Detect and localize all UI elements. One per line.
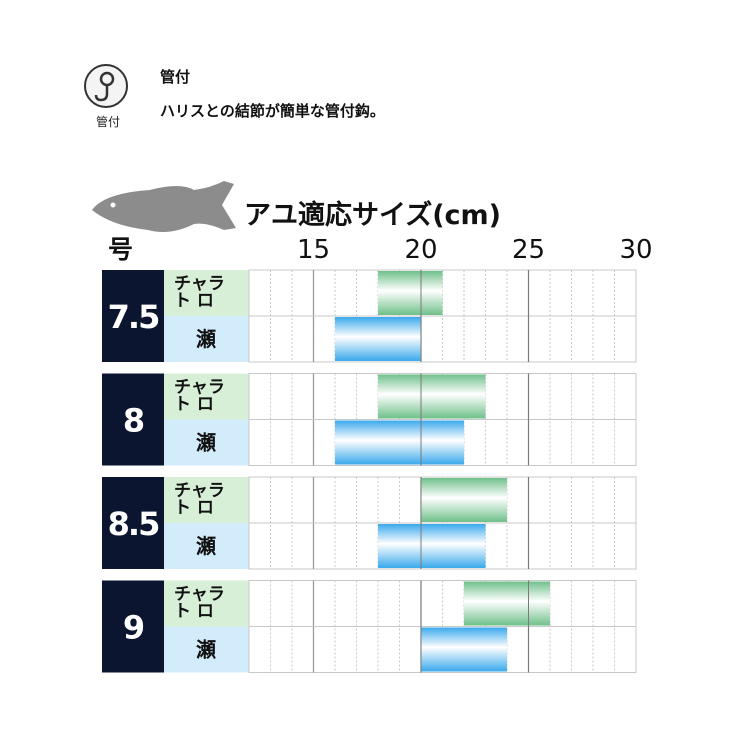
chara-label: チャラト ロ	[174, 585, 225, 622]
se-bar	[421, 627, 507, 672]
chara-cell	[164, 477, 249, 523]
se-cell	[164, 316, 249, 362]
hook-eye-icon	[84, 64, 128, 108]
se-label: 瀬	[196, 534, 216, 558]
se-cell	[164, 626, 249, 673]
size-row: 7.5 チャラト ロ瀬	[102, 269, 637, 363]
chara-bar	[378, 271, 443, 315]
size-cell	[102, 373, 164, 466]
x-tick-label: 20	[404, 235, 437, 265]
se-label: 瀬	[196, 638, 216, 662]
header-description: ハリスとの結節が簡単な管付鈎。	[160, 102, 385, 120]
fish-icon	[92, 181, 236, 232]
tag-label: 管付	[95, 115, 120, 129]
se-bar	[335, 317, 421, 361]
se-cell	[164, 523, 249, 569]
size-cell	[102, 477, 164, 569]
size-row: 8.5 チャラト ロ瀬	[102, 476, 637, 570]
chara-bar	[464, 581, 550, 626]
chara-bar	[421, 478, 507, 522]
size-label: 9	[123, 609, 144, 647]
se-bar	[378, 524, 486, 568]
size-label: 8	[123, 402, 144, 440]
se-label: 瀬	[196, 327, 216, 351]
chara-cell	[164, 580, 249, 627]
chart-title: アユ適応サイズ(cm)	[244, 199, 501, 231]
x-tick-label: 25	[512, 235, 545, 265]
x-tick-label: 15	[297, 235, 330, 265]
se-cell	[164, 419, 249, 466]
size-row: 9 チャラト ロ瀬	[102, 580, 637, 673]
se-label: 瀬	[196, 431, 216, 455]
y-axis-label: 号	[108, 235, 133, 264]
se-bar	[335, 420, 464, 465]
chara-label: チャラト ロ	[174, 481, 225, 518]
size-cell	[102, 270, 164, 362]
size-cell	[102, 580, 164, 673]
chara-bar	[378, 374, 486, 419]
size-row: 8 チャラト ロ瀬	[102, 373, 637, 466]
header-title: 管付	[160, 68, 191, 86]
chara-label: チャラト ロ	[174, 378, 225, 415]
chara-cell	[164, 373, 249, 420]
size-label: 8.5	[108, 505, 159, 543]
chara-label: チャラト ロ	[174, 274, 225, 311]
x-tick-label: 30	[619, 235, 652, 265]
chara-cell	[164, 270, 249, 316]
size-label: 7.5	[108, 298, 159, 336]
